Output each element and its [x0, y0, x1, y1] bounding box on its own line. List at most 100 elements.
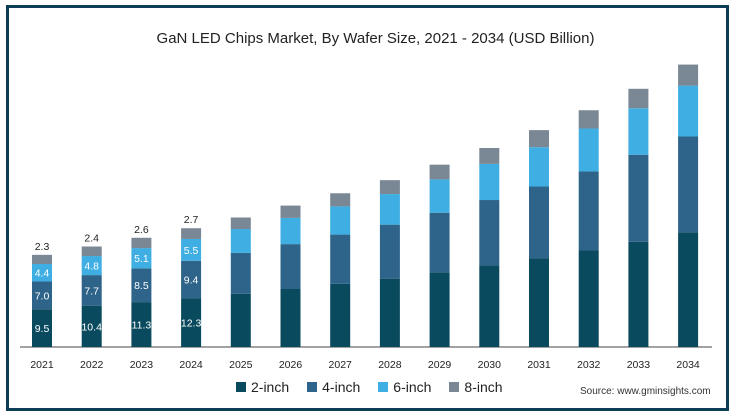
legend-item-8-inch: 8-inch	[449, 379, 503, 395]
bar-segment	[131, 248, 152, 269]
bar-segment	[678, 232, 699, 347]
bar-segment	[529, 258, 549, 347]
bar-segment	[429, 164, 450, 180]
bar-segment	[280, 217, 301, 245]
legend-swatch	[307, 382, 318, 392]
data-label: 2.4	[84, 233, 99, 245]
bar-segment	[81, 275, 102, 306]
bar-segment	[32, 281, 52, 310]
bar-segment	[330, 283, 351, 347]
bar-segment	[230, 229, 251, 253]
bar-segment	[32, 309, 52, 347]
data-label: 7.0	[35, 290, 50, 302]
data-label: 4.8	[84, 261, 99, 273]
bar-segment	[479, 147, 500, 164]
bar-segment	[379, 278, 400, 347]
bar-segment	[628, 241, 649, 347]
data-label: 4.4	[35, 268, 50, 280]
bar-segment	[280, 244, 301, 290]
x-tick-label: 2027	[329, 359, 353, 371]
bar-segment	[32, 263, 52, 282]
legend-label: 6-inch	[393, 379, 432, 395]
bar-segment	[578, 128, 599, 172]
chart-title: GaN LED Chips Market, By Wafer Size, 202…	[156, 30, 595, 47]
bar-segment	[330, 206, 351, 235]
x-tick-label: 2032	[577, 359, 601, 371]
bar-segment	[429, 212, 450, 273]
bar-segment	[379, 194, 400, 225]
data-label: 2.3	[35, 241, 50, 253]
bar-segment	[628, 88, 649, 109]
legend-label: 2-inch	[251, 379, 290, 395]
bar-segment	[131, 302, 152, 347]
bar-segment	[578, 110, 599, 129]
bar-segment	[578, 171, 599, 251]
bar-segment	[131, 268, 152, 303]
bar-segment	[81, 305, 102, 347]
source-note: Source: www.gminsights.com	[580, 386, 711, 397]
bar-segment	[280, 205, 301, 218]
bar-segment	[678, 85, 699, 137]
bar-segment	[230, 293, 251, 347]
data-label: 8.5	[134, 280, 149, 292]
bar-segment	[280, 289, 301, 347]
data-label: 5.1	[134, 253, 149, 265]
data-label: 10.4	[81, 321, 102, 333]
legend-item-6-inch: 6-inch	[378, 379, 431, 395]
legend: 2-inch 4-inch 6-inch 8-inch	[236, 379, 503, 395]
bar-segment	[131, 237, 152, 249]
legend-swatch	[236, 382, 246, 392]
data-label: 11.3	[132, 320, 152, 332]
bar-segment	[529, 147, 549, 187]
bar-segment	[181, 228, 202, 239]
data-label: 7.7	[84, 285, 99, 297]
bar-segment	[628, 154, 649, 242]
data-label: 9.5	[35, 323, 50, 335]
legend-item-2-inch: 2-inch	[236, 379, 289, 395]
legend-label: 8-inch	[464, 379, 503, 395]
chart-frame	[6, 5, 729, 411]
data-label: 5.5	[184, 245, 199, 257]
x-tick-label: 2026	[279, 359, 303, 371]
bar-segment	[81, 246, 102, 257]
bar-segment	[479, 163, 500, 201]
bar-segment	[678, 136, 699, 233]
bar-segment	[230, 252, 251, 294]
x-tick-label: 2022	[80, 359, 104, 371]
bar-segment	[32, 254, 52, 264]
x-tick-label: 2025	[229, 359, 253, 371]
bar-segment	[678, 64, 699, 86]
data-label: 2.7	[184, 214, 199, 226]
x-tick-label: 2033	[627, 359, 651, 371]
x-tick-label: 2023	[130, 359, 154, 371]
bar-segment	[330, 193, 351, 207]
bar-segment	[529, 186, 549, 259]
legend-swatch	[449, 382, 460, 392]
bar-segment	[578, 250, 599, 347]
legend-item-4-inch: 4-inch	[307, 379, 360, 395]
bar-segment	[181, 238, 202, 261]
bar-segment	[230, 217, 251, 230]
legend-label: 4-inch	[322, 379, 361, 395]
legend-swatch	[378, 382, 389, 392]
bar-segment	[429, 272, 450, 347]
x-tick-label: 2034	[676, 359, 700, 371]
x-tick-label: 2024	[179, 359, 203, 371]
bar-segment	[379, 224, 400, 279]
x-tick-label: 2029	[428, 359, 452, 371]
bar-segment	[81, 256, 102, 276]
bar-segment	[429, 179, 450, 213]
bar-segment	[181, 298, 202, 347]
x-tick-label: 2030	[478, 359, 502, 371]
bar-segment	[330, 234, 351, 284]
bar-segment	[479, 200, 500, 266]
data-label: 12.3	[181, 318, 202, 330]
bar-segment	[379, 180, 400, 195]
bar-segment	[628, 108, 649, 155]
bar-segment	[181, 260, 202, 299]
bar-segment	[529, 130, 549, 148]
x-tick-label: 2028	[378, 359, 402, 371]
x-tick-label: 2031	[527, 359, 551, 371]
bar-segment	[479, 265, 500, 347]
